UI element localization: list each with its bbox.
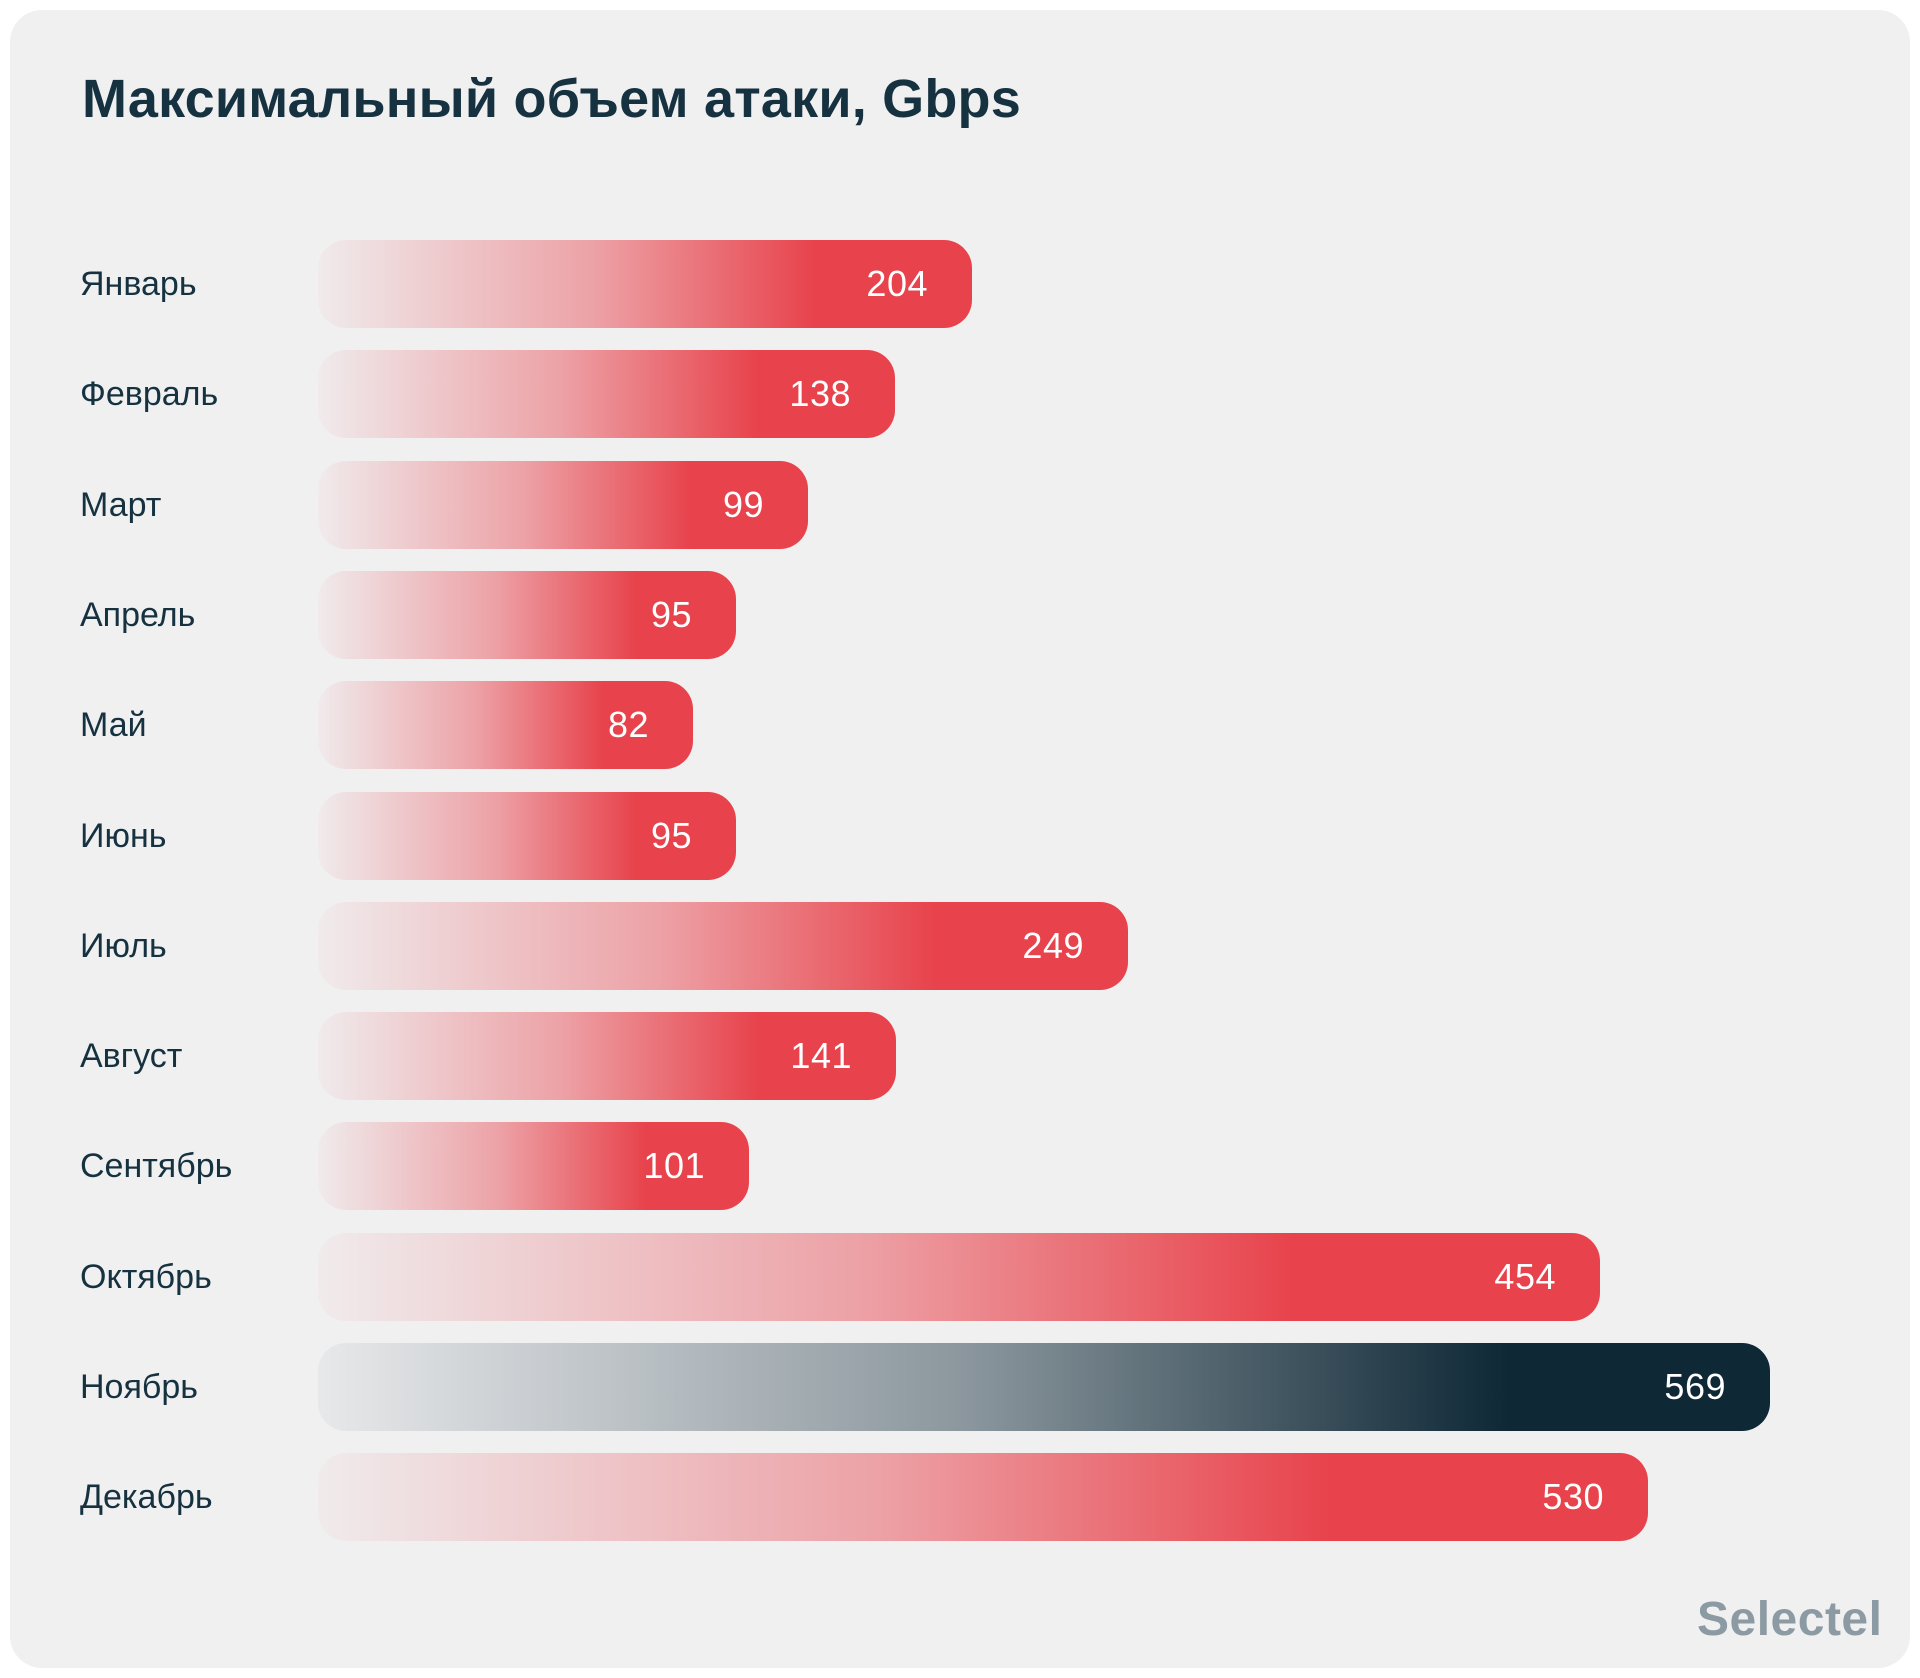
category-label: Май	[80, 706, 147, 745]
bar: 249	[318, 901, 1128, 990]
category-label: Июнь	[80, 816, 167, 855]
bar: 569	[318, 1343, 1770, 1431]
value-label: 204	[866, 263, 928, 304]
value-label: 95	[650, 814, 692, 856]
bar: 138	[318, 350, 895, 439]
category-label: Ноябрь	[80, 1368, 198, 1406]
bar: 95	[318, 791, 736, 880]
value-label: 454	[1494, 1255, 1556, 1297]
category-label: Август	[80, 1037, 183, 1076]
value-label: 95	[650, 593, 692, 635]
bar: 95	[318, 570, 736, 659]
bar: 204	[318, 240, 972, 328]
category-label: Октябрь	[80, 1257, 212, 1296]
bar: 82	[318, 681, 693, 770]
category-label: Апрель	[80, 595, 196, 634]
value-label: 99	[722, 483, 764, 525]
category-label: Декабрь	[80, 1478, 213, 1517]
bar: 530	[318, 1453, 1648, 1542]
bar: 99	[318, 460, 808, 549]
chart-title: Максимальный объем атаки, Gbps	[82, 69, 1021, 129]
bar: 141	[318, 1012, 896, 1101]
value-label: 82	[607, 704, 649, 746]
value-label: 138	[789, 373, 851, 415]
category-label: Февраль	[80, 375, 219, 414]
category-label: Сентябрь	[80, 1147, 233, 1186]
category-label: Январь	[80, 265, 197, 303]
value-label: 101	[643, 1145, 705, 1187]
value-label: 569	[1664, 1366, 1726, 1407]
value-label: 530	[1542, 1476, 1604, 1518]
category-label: Июль	[80, 926, 167, 965]
value-label: 249	[1022, 924, 1084, 966]
bar: 101	[318, 1122, 749, 1211]
chart-card: Максимальный объем атаки, Gbps Январь 204…	[10, 10, 1910, 1668]
category-label: Март	[80, 485, 162, 524]
bar: 454	[318, 1232, 1600, 1321]
selectel-logo: Selectel	[1697, 1593, 1883, 1646]
value-label: 141	[790, 1035, 852, 1077]
